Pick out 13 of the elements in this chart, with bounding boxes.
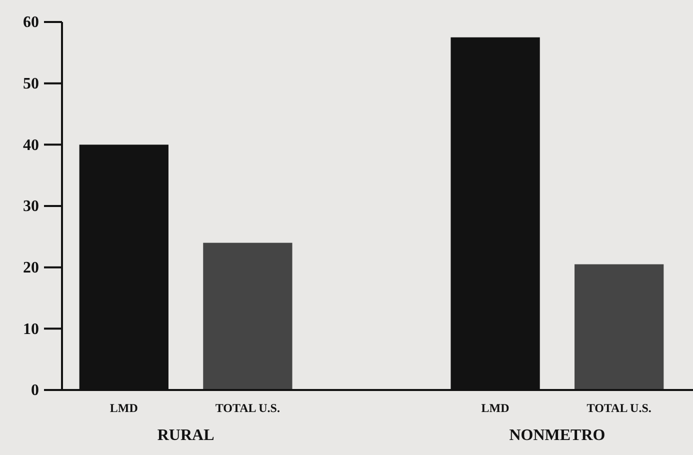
y-tick-label: 40 [23,136,39,154]
y-tick-label: 10 [23,320,39,338]
y-tick-label: 20 [23,259,39,276]
text: NONMETRO [509,427,606,444]
x-tick-label: TOTAL U.S. [215,401,280,415]
y-tick-label: 0 [31,382,39,400]
text: RURAL [157,427,214,444]
x-tick-label: LMD [110,401,138,415]
y-tick-label: 30 [23,198,39,216]
y-tick-label: 60 [23,14,39,32]
y-tick-label: 50 [23,75,39,92]
x-tick-label: TOTAL U.S. [586,401,652,415]
x-tick-label: LMD [481,401,510,415]
